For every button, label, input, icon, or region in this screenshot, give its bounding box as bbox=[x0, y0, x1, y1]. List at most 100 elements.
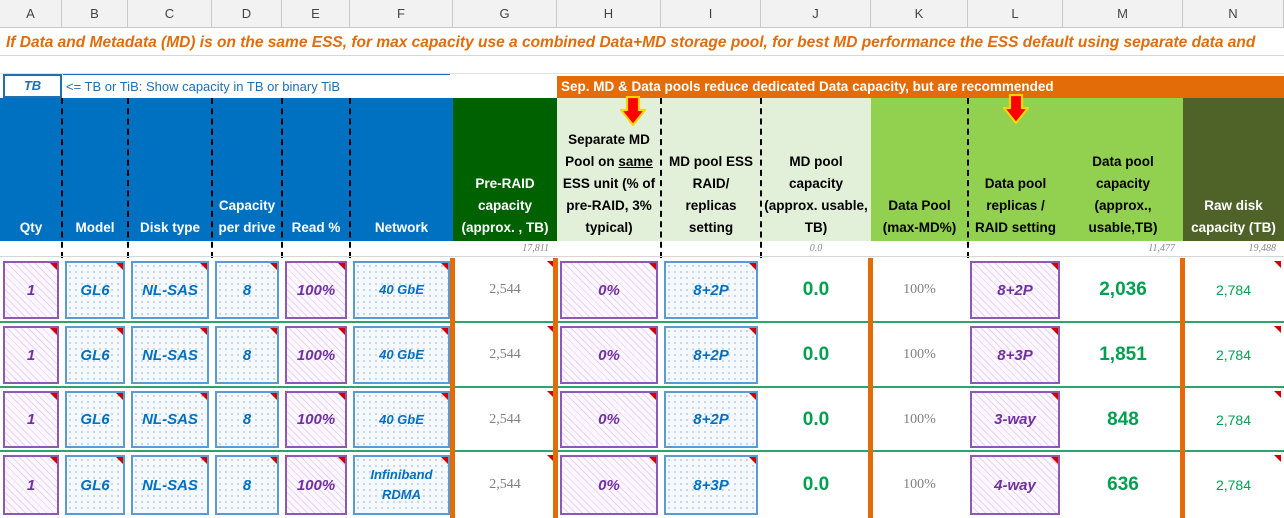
read-pct-cell[interactable]: 100% bbox=[285, 261, 347, 319]
cell-value: 8 bbox=[242, 346, 252, 364]
md-raid-cell[interactable]: 8+2P bbox=[664, 391, 758, 448]
column-header-j[interactable]: J bbox=[761, 0, 871, 28]
model-cell[interactable]: GL6 bbox=[65, 455, 125, 515]
header-data-capacity[interactable]: Data pool capacity (approx., usable,TB) bbox=[1063, 98, 1183, 241]
pre-raid-cell[interactable]: 2,544 bbox=[456, 326, 554, 384]
pre-raid-cell[interactable]: 2,544 bbox=[456, 391, 554, 448]
md-capacity-cell[interactable]: 0.0 bbox=[764, 261, 868, 319]
md-raid-cell[interactable]: 8+2P bbox=[664, 326, 758, 384]
data-raid-cell[interactable]: 8+2P bbox=[970, 261, 1060, 319]
md-capacity-cell[interactable]: 0.0 bbox=[764, 391, 868, 448]
cell-value: 100% bbox=[296, 411, 336, 428]
column-header-l[interactable]: L bbox=[968, 0, 1063, 28]
raw-disk-cell[interactable]: 2,784 bbox=[1186, 391, 1281, 448]
header-md-capacity[interactable]: MD pool capacity (approx. usable, TB) bbox=[761, 98, 871, 241]
data-raid-cell[interactable]: 8+3P bbox=[970, 326, 1060, 384]
column-header-c[interactable]: C bbox=[128, 0, 212, 28]
column-header-n[interactable]: N bbox=[1183, 0, 1284, 28]
qty-cell[interactable]: 1 bbox=[3, 391, 59, 448]
capacity-cell[interactable]: 8 bbox=[215, 455, 279, 515]
disk-type-cell[interactable]: NL-SAS bbox=[131, 326, 209, 384]
total-md-capacity[interactable]: 0.0 bbox=[809, 243, 823, 254]
disk-type-cell[interactable]: NL-SAS bbox=[131, 261, 209, 319]
data-pool-cell[interactable]: 100% bbox=[874, 455, 965, 515]
header-md-raid[interactable]: MD pool ESS RAID/replicas setting bbox=[661, 98, 761, 241]
separate-md-cell[interactable]: 0% bbox=[560, 261, 658, 319]
column-header-bar: A B C D E F G H I J K L M N bbox=[0, 0, 1284, 28]
column-header-f[interactable]: F bbox=[350, 0, 453, 28]
comment-marker-icon bbox=[749, 328, 756, 335]
qty-cell[interactable]: 1 bbox=[3, 455, 59, 515]
column-header-a[interactable]: A bbox=[0, 0, 62, 28]
data-raid-cell[interactable]: 4-way bbox=[970, 455, 1060, 515]
header-read-pct[interactable]: Read % bbox=[282, 98, 350, 241]
model-cell[interactable]: GL6 bbox=[65, 391, 125, 448]
data-capacity-cell[interactable]: 848 bbox=[1066, 391, 1180, 448]
data-capacity-cell[interactable]: 2,036 bbox=[1066, 261, 1180, 319]
column-header-b[interactable]: B bbox=[62, 0, 128, 28]
blank-row[interactable] bbox=[0, 56, 1284, 74]
pre-raid-cell[interactable]: 2,544 bbox=[456, 455, 554, 515]
qty-cell[interactable]: 1 bbox=[3, 326, 59, 384]
read-pct-cell[interactable]: 100% bbox=[285, 326, 347, 384]
column-header-i[interactable]: I bbox=[661, 0, 761, 28]
separate-md-cell[interactable]: 0% bbox=[560, 455, 658, 515]
disk-type-cell[interactable]: NL-SAS bbox=[131, 455, 209, 515]
data-raid-cell[interactable]: 3-way bbox=[970, 391, 1060, 448]
header-data-replicas[interactable]: Data pool replicas / RAID setting bbox=[968, 98, 1063, 241]
comment-marker-icon bbox=[1051, 263, 1058, 270]
header-pre-raid[interactable]: Pre-RAID capacity (approx. , TB) bbox=[453, 98, 557, 241]
data-pool-cell[interactable]: 100% bbox=[874, 326, 965, 384]
header-qty[interactable]: Qty bbox=[0, 98, 62, 241]
total-raw-disk[interactable]: 19,488 bbox=[1248, 243, 1277, 254]
data-capacity-cell[interactable]: 1,851 bbox=[1066, 326, 1180, 384]
header-disk-type[interactable]: Disk type bbox=[128, 98, 212, 241]
disk-type-cell[interactable]: NL-SAS bbox=[131, 391, 209, 448]
column-header-h[interactable]: H bbox=[557, 0, 661, 28]
column-header-d[interactable]: D bbox=[212, 0, 282, 28]
qty-cell[interactable]: 1 bbox=[3, 261, 59, 319]
unit-selector-cell[interactable]: TB bbox=[3, 74, 62, 98]
network-cell[interactable]: 40 GbE bbox=[353, 261, 450, 319]
data-capacity-cell[interactable]: 636 bbox=[1066, 455, 1180, 515]
header-raw-disk[interactable]: Raw disk capacity (TB) bbox=[1183, 98, 1284, 241]
model-cell[interactable]: GL6 bbox=[65, 326, 125, 384]
separate-md-cell[interactable]: 0% bbox=[560, 391, 658, 448]
capacity-cell[interactable]: 8 bbox=[215, 391, 279, 448]
header-line: capacity bbox=[788, 176, 844, 191]
read-pct-cell[interactable]: 100% bbox=[285, 391, 347, 448]
capacity-cell[interactable]: 8 bbox=[215, 261, 279, 319]
comment-marker-icon bbox=[200, 457, 207, 464]
data-pool-cell[interactable]: 100% bbox=[874, 391, 965, 448]
column-header-k[interactable]: K bbox=[871, 0, 968, 28]
model-cell[interactable]: GL6 bbox=[65, 261, 125, 319]
network-cell[interactable]: Infiniband RDMA bbox=[353, 455, 450, 515]
md-raid-cell[interactable]: 8+2P bbox=[664, 261, 758, 319]
column-header-e[interactable]: E bbox=[282, 0, 350, 28]
pre-raid-cell[interactable]: 2,544 bbox=[456, 261, 554, 319]
network-cell[interactable]: 40 GbE bbox=[353, 391, 450, 448]
comment-marker-icon bbox=[441, 328, 448, 335]
md-capacity-cell[interactable]: 0.0 bbox=[764, 455, 868, 515]
separate-md-cell[interactable]: 0% bbox=[560, 326, 658, 384]
header-separate-md[interactable]: Separate MD Pool on same ESS unit (% of … bbox=[557, 98, 661, 241]
header-network[interactable]: Network bbox=[350, 98, 453, 241]
md-raid-cell[interactable]: 8+3P bbox=[664, 455, 758, 515]
header-model[interactable]: Model bbox=[62, 98, 128, 241]
comment-marker-icon bbox=[1274, 261, 1281, 268]
total-data-capacity[interactable]: 11,477 bbox=[1148, 243, 1175, 254]
header-data-pool[interactable]: Data Pool (max-MD%) bbox=[871, 98, 968, 241]
info-banner[interactable]: If Data and Metadata (MD) is on the same… bbox=[0, 29, 1284, 56]
network-cell[interactable]: 40 GbE bbox=[353, 326, 450, 384]
raw-disk-cell[interactable]: 2,784 bbox=[1186, 326, 1281, 384]
capacity-cell[interactable]: 8 bbox=[215, 326, 279, 384]
md-capacity-cell[interactable]: 0.0 bbox=[764, 326, 868, 384]
data-pool-cell[interactable]: 100% bbox=[874, 261, 965, 319]
column-header-g[interactable]: G bbox=[453, 0, 557, 28]
total-pre-raid[interactable]: 17,811 bbox=[522, 243, 549, 254]
read-pct-cell[interactable]: 100% bbox=[285, 455, 347, 515]
column-header-m[interactable]: M bbox=[1063, 0, 1183, 28]
header-capacity-per-drive[interactable]: Capacity per drive bbox=[212, 98, 282, 241]
raw-disk-cell[interactable]: 2,784 bbox=[1186, 261, 1281, 319]
raw-disk-cell[interactable]: 2,784 bbox=[1186, 455, 1281, 515]
